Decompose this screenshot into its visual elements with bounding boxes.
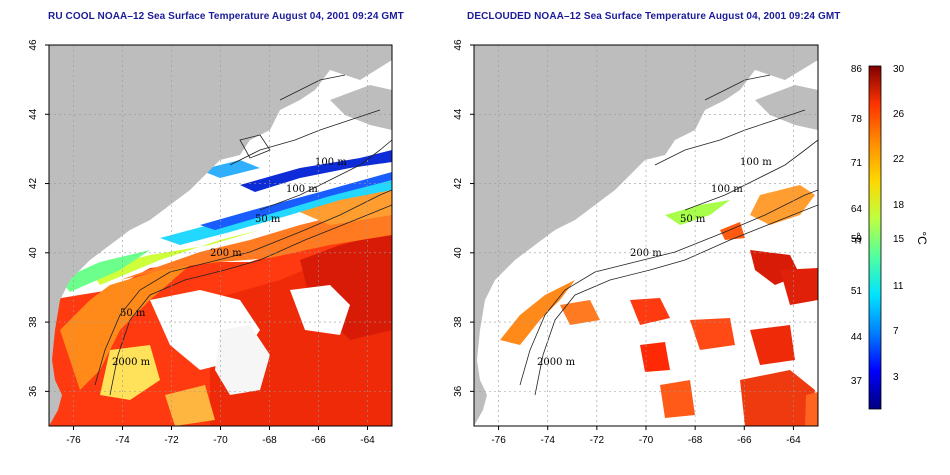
right-lon-tick-label: -70: [639, 435, 654, 446]
right-contour-label-200m: 200 m: [630, 248, 662, 259]
fahrenheit-unit-label: °F: [849, 232, 863, 244]
left-lon-tick-label: -66: [311, 435, 326, 446]
right-lon-tick-label: -68: [688, 435, 703, 446]
right-contour-label-100m-b: 100 m: [711, 184, 743, 195]
right-sst-data-layer: [500, 126, 818, 426]
left-lon-tick-label: -70: [213, 435, 228, 446]
right-lon-tick-label: -66: [737, 435, 752, 446]
left-isobath-contours: [94, 74, 392, 396]
left-contour-label-100m-b: 100 m: [286, 184, 318, 195]
left-contour-label-200m: 200 m: [210, 248, 242, 259]
right-lon-tick-label: -76: [491, 435, 506, 446]
left-lon-tick-label: -68: [262, 435, 277, 446]
left-lat-tick-label: 36: [28, 385, 39, 397]
left-lat-tick-label: 44: [28, 108, 39, 120]
fahrenheit-tick-label: 59: [851, 234, 863, 245]
celsius-tick-label: 22: [893, 154, 905, 165]
celsius-tick-label: 26: [893, 109, 905, 120]
left-lon-tick-label: -64: [360, 435, 375, 446]
left-contour-label-50m-b: 50 m: [120, 308, 146, 319]
right-lat-tick-label: 40: [453, 247, 464, 259]
left-lon-tick-label: -76: [66, 435, 81, 446]
fahrenheit-tick-label: 44: [851, 332, 863, 343]
right-lon-tick-label: -72: [590, 435, 605, 446]
celsius-unit-label: °C: [915, 231, 929, 245]
left-map-title: RU COOL NOAA–12 Sea Surface Temperature …: [48, 11, 404, 22]
left-lon-tick-label: -74: [115, 435, 130, 446]
fahrenheit-tick-label: 37: [851, 376, 863, 387]
celsius-tick-label: 11: [893, 281, 904, 292]
fahrenheit-tick-label: 86: [851, 64, 863, 75]
right-isobath-contours: [519, 74, 818, 396]
celsius-tick-label: 30: [893, 64, 905, 75]
fahrenheit-tick-label: 51: [851, 286, 863, 297]
right-land: [474, 45, 818, 426]
fahrenheit-tick-label: 71: [851, 158, 863, 169]
left-land: [49, 45, 392, 426]
temperature-colorbar: 86 78 71 64 59 51 44 37 30 26 22 18 15 11 7 3 °F °C: [849, 64, 929, 410]
left-grid-lines: [49, 45, 392, 426]
fahrenheit-tick-labels: 86 78 71 64 59 51 44 37: [851, 64, 863, 387]
left-lat-tick-label: 42: [28, 178, 39, 190]
left-lat-tick-label: 38: [28, 316, 39, 328]
right-lat-tick-label: 38: [453, 316, 464, 328]
right-contour-label-50m: 50 m: [680, 214, 706, 225]
left-contour-label-2000m: 2000 m: [112, 357, 151, 368]
right-lon-tick-label: -74: [540, 435, 555, 446]
left-map-axes: -76 -74 -72 -70 -68 -66 -64 36 38 40 42 44 46: [28, 39, 375, 446]
left-contour-label-50m-a: 50 m: [255, 214, 281, 225]
celsius-tick-label: 18: [893, 200, 905, 211]
left-sst-data-layer: [49, 45, 392, 426]
celsius-tick-label: 15: [893, 234, 905, 245]
right-lat-tick-label: 46: [453, 39, 464, 51]
right-map-title: DECLOUDED NOAA–12 Sea Surface Temperatur…: [467, 11, 841, 22]
right-contour-label-100m-a: 100 m: [740, 157, 772, 168]
right-grid-lines: [474, 45, 818, 426]
right-lat-tick-label: 44: [453, 108, 464, 120]
right-lat-tick-label: 42: [453, 178, 464, 190]
right-lon-tick-label: -64: [786, 435, 801, 446]
colorbar-gradient: [868, 65, 882, 410]
right-contour-label-2000m: 2000 m: [537, 357, 576, 368]
celsius-tick-labels: 30 26 22 18 15 11 7 3: [893, 64, 905, 383]
fahrenheit-tick-label: 64: [851, 204, 863, 215]
celsius-tick-label: 3: [893, 372, 899, 383]
left-lat-tick-label: 40: [28, 247, 39, 259]
right-sst-map: 100 m 100 m 50 m 200 m 2000 m -76 -74 -72-…: [453, 39, 819, 446]
left-contour-label-100m-a: 100 m: [315, 157, 347, 168]
fahrenheit-tick-label: 78: [851, 114, 863, 125]
left-sst-map: 100 m 100 m 50 m 200 m 50 m 2000 m -76 -7…: [28, 39, 393, 446]
celsius-tick-label: 7: [893, 326, 899, 337]
right-map-axes: -76 -74 -72 -70 -68 -66 -64 36 38 40 42 44 46: [453, 39, 801, 446]
right-lat-tick-label: 36: [453, 385, 464, 397]
left-lon-tick-label: -72: [164, 435, 179, 446]
left-lat-tick-label: 46: [28, 39, 39, 51]
